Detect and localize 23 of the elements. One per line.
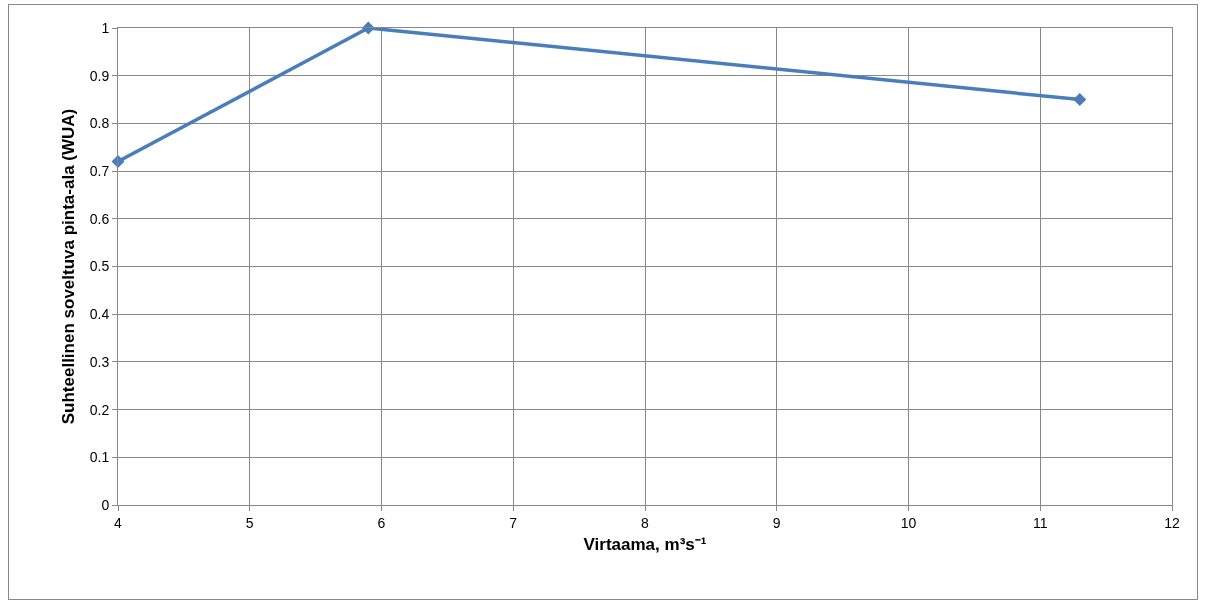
y-tick-label: 0.2 bbox=[89, 401, 110, 418]
y-tick-label: 0.6 bbox=[89, 210, 110, 227]
x-tick-label: 7 bbox=[509, 514, 518, 531]
y-tick-label: 0.1 bbox=[89, 449, 110, 466]
y-tick-label: 0.4 bbox=[89, 306, 110, 323]
x-tick-label: 4 bbox=[114, 514, 123, 531]
x-tick-label: 6 bbox=[377, 514, 386, 531]
y-tick-label: 0.3 bbox=[89, 353, 110, 370]
y-axis-title: Suhteellinen soveltuva pinta-ala (WUA) bbox=[59, 108, 78, 425]
point bbox=[1073, 93, 1087, 107]
x-tick-label: 10 bbox=[900, 514, 917, 531]
x-axis-title: Virtaama, m³s⁻¹ bbox=[583, 535, 707, 555]
y-tick-label: 0.8 bbox=[89, 115, 110, 132]
y-tick-label: 0.9 bbox=[89, 67, 110, 84]
x-tick-label: 8 bbox=[641, 514, 650, 531]
y-tick-label: 0.7 bbox=[89, 163, 110, 179]
y-tick-label: 0 bbox=[101, 496, 110, 513]
y-tick-label: 1 bbox=[101, 19, 110, 36]
x-tick-label: 11 bbox=[1032, 514, 1048, 531]
x-tick-label: 9 bbox=[772, 514, 781, 531]
x-tick-label: 5 bbox=[245, 514, 254, 531]
y-tick-label: 0.5 bbox=[89, 258, 110, 275]
x-tick-label: 12 bbox=[1164, 514, 1180, 531]
